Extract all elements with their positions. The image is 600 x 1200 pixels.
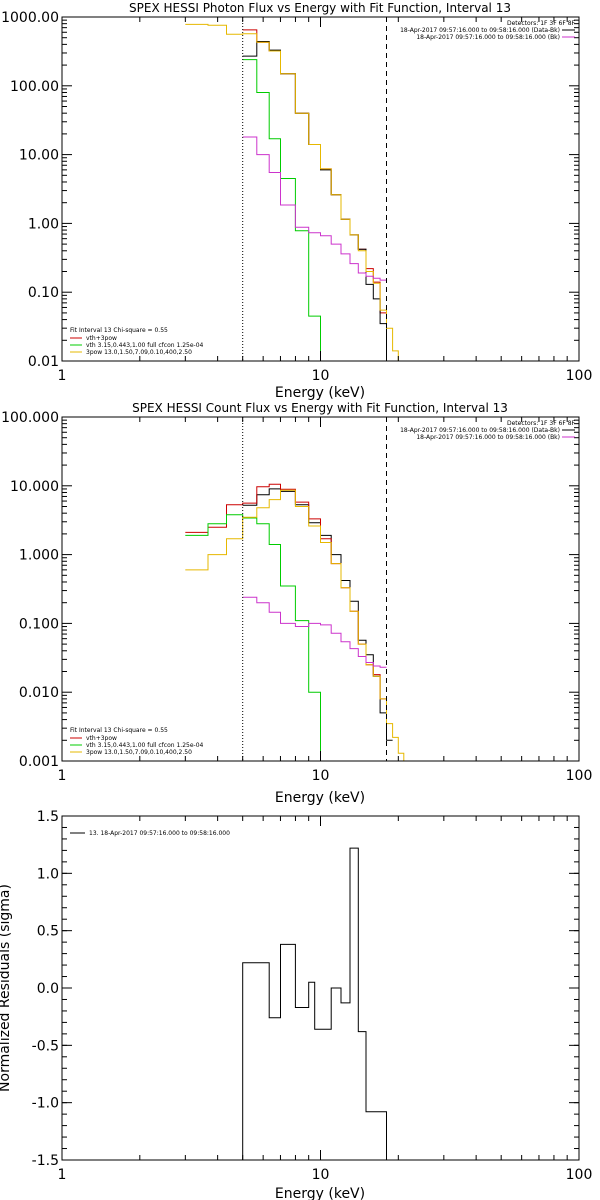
photon-flux-plot-frame [61,16,580,362]
count-y-tick-label: 10.000 [10,479,59,495]
photon-series-2 [242,59,332,362]
count-fit-legend-entry: vth 3.15,0.443,1.00 full cfcon 1.25e-04 [86,742,204,749]
count-x-tick-label: 1 [58,768,67,784]
photon-x-tick-label: 1 [58,368,67,384]
resid-legend-entry: 13. 18-Apr-2017 09:57:16.000 to 09:58:16… [89,830,230,837]
resid-y-tick-label: -1.5 [32,1153,59,1169]
count-series-4 [242,596,387,668]
resid-y-tick-label: 1.0 [37,866,59,882]
count-series-1 [185,483,387,700]
count-flux-panel: SPEX HESSI Count Flux vs Energy with Fit… [1,401,592,806]
residuals-y-label: Normalized Residuals (sigma) [0,884,13,1092]
photon-flux-axes: 1 10 100 0.01 0.10 1.00 10.00 100.00 1000.00 [1,10,592,384]
count-series-0 [242,488,393,741]
residuals-series [242,847,387,1160]
photon-x-tick-label: 100 [566,368,593,384]
photon-series-1 [242,41,393,362]
residuals-plot-frame [61,815,580,1161]
count-x-tick-label: 10 [312,768,330,784]
count-y-tick-label: 0.001 [19,754,59,770]
count-legend-entry: 18-Apr-2017 09:57:16.000 to 09:58:16.000… [400,427,560,434]
count-series-2 [185,514,332,762]
count-flux-vlines [242,417,387,761]
residuals-legend: 13. 18-Apr-2017 09:57:16.000 to 09:58:16… [70,830,230,837]
photon-flux-panel: SPEX HESSI Photon Flux vs Energy with Fi… [1,1,592,401]
photon-y-tick-label: 0.01 [28,354,59,370]
resid-series-0 [242,847,387,1160]
resid-y-tick-label: -0.5 [32,1038,59,1054]
photon-series-4 [242,136,387,281]
residuals-panel: 1 10 100 -1.5 -1.0 -0.5 0.0 0.5 1.0 1.5 Energy (k… [0,809,592,1200]
photon-x-tick-label: 10 [312,368,330,384]
count-flux-legend-fit: Fit Interval 13 Chi-square = 0.55vth+3po… [70,727,204,756]
count-legend-entry: 18-Apr-2017 09:57:16.000 to 09:58:16.000… [416,434,560,441]
count-y-tick-label: 0.100 [19,616,59,632]
photon-y-tick-label: 1.00 [28,216,59,232]
photon-fit-legend-entry: vth+3pow [86,335,117,342]
photon-fit-legend-header: Fit Interval 13 Chi-square = 0.55 [70,327,168,334]
count-fit-legend-entry: vth+3pow [86,735,117,742]
resid-y-tick-label: 0.5 [37,924,59,940]
photon-legend-entry: 18-Apr-2017 09:57:16.000 to 09:58:16.000… [416,34,560,41]
photon-flux-legend-fit: Fit Interval 13 Chi-square = 0.55vth+3po… [70,327,204,356]
photon-y-tick-label: 100.00 [10,79,59,95]
count-series-3 [185,489,409,762]
photon-flux-x-label: Energy (keV) [275,385,365,401]
photon-flux-series [185,23,404,362]
count-flux-x-label: Energy (keV) [275,790,365,806]
resid-y-tick-label: 0.0 [37,981,59,997]
resid-y-tick-label: 1.5 [37,809,59,825]
count-fit-legend-header: Fit Interval 13 Chi-square = 0.55 [70,727,168,734]
resid-x-tick-label: 10 [312,1167,330,1183]
photon-fit-legend-entry: vth 3.15,0.443,1.00 full cfcon 1.25e-04 [86,342,204,349]
count-flux-axes: 1 10 100 0.001 0.010 0.100 1.000 10.000 100.000 [1,410,592,784]
count-y-tick-label: 1.000 [19,548,59,564]
photon-flux-title: SPEX HESSI Photon Flux vs Energy with Fi… [129,1,511,15]
count-fit-legend-entry: 3pow 13.0,1.50,7.09,0.10,400,2.50 [86,749,192,756]
count-flux-series [185,483,409,762]
count-y-tick-label: 100.000 [1,410,59,426]
resid-y-tick-label: -1.0 [32,1096,59,1112]
count-flux-title: SPEX HESSI Count Flux vs Energy with Fit… [132,401,508,415]
photon-series-0 [242,29,387,314]
photon-y-tick-label: 10.00 [19,148,59,164]
residuals-axes: 1 10 100 -1.5 -1.0 -0.5 0.0 0.5 1.0 1.5 [32,809,593,1183]
count-x-tick-label: 100 [566,768,593,784]
photon-fit-legend-entry: 3pow 13.0,1.50,7.09,0.10,400,2.50 [86,349,192,356]
residuals-x-label: Energy (keV) [275,1186,365,1200]
photon-series-3 [185,23,404,362]
photon-legend-entry: 18-Apr-2017 09:57:16.000 to 09:58:16.000… [400,27,560,34]
photon-y-tick-label: 0.10 [28,285,59,301]
count-legend-header: Detectors: 1F 3F 6F 8F [507,420,576,427]
resid-x-tick-label: 100 [566,1167,593,1183]
photon-y-tick-label: 1000.00 [1,10,59,26]
count-y-tick-label: 0.010 [19,685,59,701]
photon-legend-header: Detectors: 1F 3F 6F 8F [507,20,576,27]
resid-x-tick-label: 1 [58,1167,67,1183]
photon-flux-vlines [242,17,387,361]
